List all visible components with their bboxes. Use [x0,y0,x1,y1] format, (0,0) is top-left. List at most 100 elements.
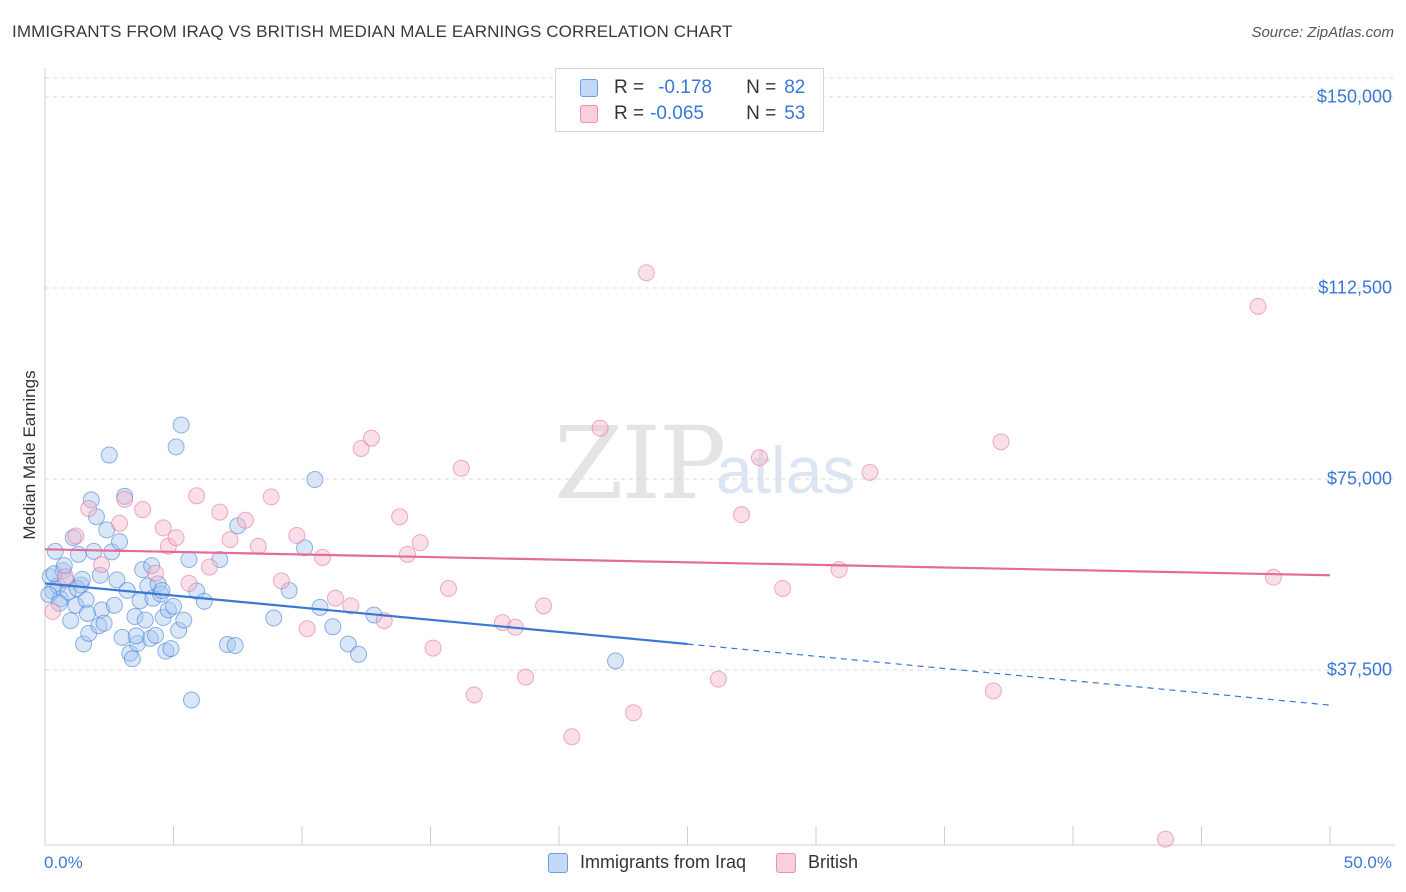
data-point [57,568,75,586]
data-point [105,596,123,614]
data-point [200,558,218,576]
data-point [108,571,126,589]
data-point [143,557,161,575]
data-point [750,449,768,467]
data-point [362,429,380,447]
data-point [637,264,655,282]
trend-line-extrapolated [687,643,1331,706]
data-point [992,433,1010,451]
data-point [46,542,64,560]
data-point [136,611,154,629]
legend-swatch-iraq [580,79,598,97]
data-point [249,537,267,555]
data-point [77,591,95,609]
data-point [172,416,190,434]
legend-n-label: N = [746,103,777,124]
data-point [265,609,283,627]
data-point [157,642,175,660]
data-point [182,691,200,709]
data-point [67,527,85,545]
legend-r-value: -0.065 [650,103,704,124]
data-point [100,446,118,464]
legend-r-label: R = [614,103,645,124]
data-point [91,566,109,584]
data-point [339,635,357,653]
trend-lines [44,548,1331,706]
data-point [153,582,171,600]
legend-n-value: 53 [784,103,806,124]
data-point [1249,297,1267,315]
data-point [188,487,206,505]
data-point [165,597,182,615]
data-point [326,589,344,607]
source-label: Source: ZipAtlas.com [1251,24,1394,41]
data-point [350,645,368,663]
series-british [44,264,1282,848]
data-point [452,459,470,477]
legend-label-british: British [808,852,859,872]
data-point [625,704,643,722]
data-point [830,561,848,579]
data-point [111,533,129,551]
data-point [1157,830,1175,848]
correlation-legend: R = -0.178 N = 82 R = -0.065 N = 53 [555,68,824,132]
data-point [861,463,879,481]
data-point [398,545,416,563]
series-iraq [40,416,625,709]
data-point [95,614,113,632]
data-point [180,574,198,592]
data-point [134,501,152,519]
axes [44,68,1395,846]
legend-row-british: R = -0.065 N = 53 [580,102,805,126]
data-point [93,601,111,619]
data-point [984,682,1002,700]
data-point [591,419,609,437]
data-point [465,686,483,704]
legend-row-iraq: R = -0.178 N = 82 [580,76,805,100]
data-point [709,670,727,688]
data-point [288,527,306,545]
data-point [439,580,457,598]
data-point [272,572,290,590]
data-point [1264,568,1282,586]
data-point [147,564,165,582]
data-point [73,570,91,588]
grid-lines [45,77,1395,671]
watermark-zip: ZIP [554,405,726,522]
legend-label-iraq: Immigrants from Iraq [579,852,747,872]
data-point [64,529,82,547]
data-point [391,508,409,526]
data-point [180,550,198,568]
data-point [563,728,581,746]
data-point [134,561,152,579]
data-point [75,635,93,653]
data-point [314,548,332,566]
data-point [324,618,342,636]
data-point [111,514,129,532]
data-point [342,597,360,615]
legend-item-iraq: Immigrants from Iraq [547,852,747,873]
data-point [154,519,172,537]
data-point [44,602,62,620]
x-tick-label-max: 50.0% [1343,853,1392,872]
legend-swatch-iraq [547,852,568,873]
y-tick-label: $150,000 [1316,86,1392,107]
y-tick-label: $112,500 [1318,277,1392,298]
data-point [774,580,792,598]
legend-item-british: British [776,852,858,873]
data-point [236,511,254,529]
legend-r-label: R = [614,77,645,98]
legend-n-value: 82 [784,77,806,98]
data-point [116,490,134,508]
data-point [170,621,188,639]
data-point [80,500,98,518]
data-point [126,608,144,626]
data-point [607,652,625,670]
trend-line [44,548,1331,577]
x-tick-label-min: 0.0% [44,853,83,872]
data-point [167,529,185,547]
data-point [195,592,213,610]
legend-swatch-british [776,852,797,873]
data-point [167,438,185,456]
data-point [221,531,239,549]
